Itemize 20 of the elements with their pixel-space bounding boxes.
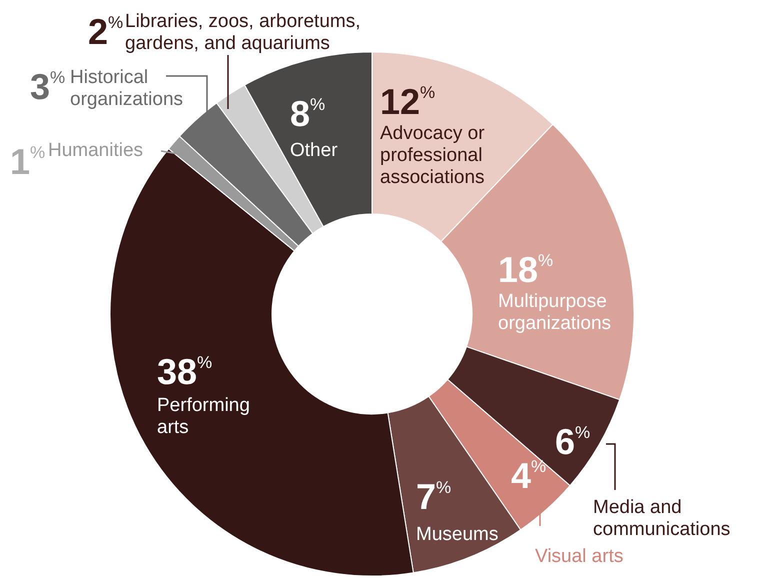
slice-label: Museums — [416, 524, 498, 546]
data-label: 7% — [416, 476, 452, 517]
slice-label: Media and communications — [593, 497, 730, 540]
slice-label: Advocacy or professional associations — [380, 123, 486, 188]
data-label: 3% — [30, 66, 66, 107]
data-label: 2% — [88, 10, 124, 52]
data-label: 4% — [511, 454, 546, 496]
slice-label: Visual arts — [535, 546, 624, 568]
slice-label: Multipurpose organizations — [498, 291, 612, 334]
data-label: 1% — [10, 140, 46, 182]
slice-label: Other — [290, 140, 338, 162]
data-label: 6% — [555, 420, 590, 462]
data-label: 38% — [157, 350, 212, 392]
slice-label: Humanities — [48, 140, 144, 162]
data-label: 12% — [380, 80, 436, 122]
slice-label: Performing arts — [157, 395, 250, 438]
data-label: 18% — [498, 248, 554, 290]
slice-label: Historical organizations — [70, 67, 184, 110]
slice-label: Libraries, zoos, arboretums, gardens, and aquariums — [125, 11, 360, 54]
data-label: 8% — [290, 92, 326, 134]
